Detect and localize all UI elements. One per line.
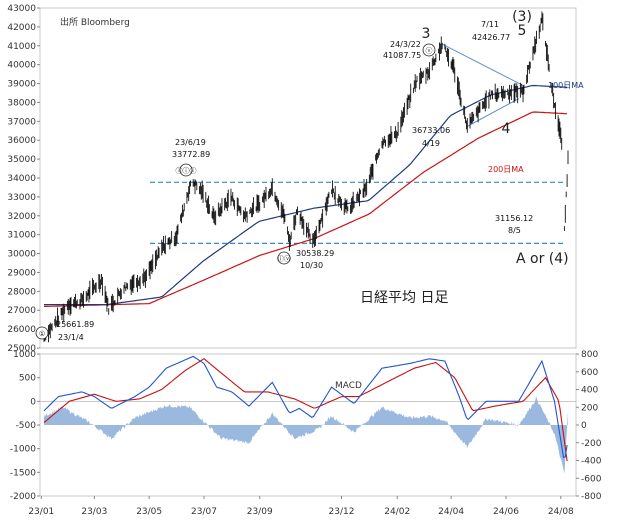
x-tick-label: 23/03 <box>81 507 107 517</box>
macd-right-tick-label: 0 <box>581 421 587 431</box>
price-panel: 25000 26000 27000 28000 29000 30000 31000 32000… <box>7 4 577 354</box>
price-annotation: 23/1/4 <box>58 333 84 342</box>
wave-label-iii-circle <box>179 163 193 177</box>
macd-left-tick-label: 0 <box>30 397 36 407</box>
macd-right-tick-label: 600 <box>581 368 598 378</box>
x-tick-label: 23/07 <box>191 507 217 517</box>
price-annotation: 7/11 <box>481 20 499 29</box>
wave-label-v-circle <box>422 43 436 57</box>
wave-label-i-circle <box>35 326 49 340</box>
price-tick-label: 27000 <box>7 306 36 316</box>
price-tick-label: 28000 <box>7 287 36 297</box>
price-annotation: 24/3/22 <box>390 40 421 49</box>
x-tick-label: 23/01 <box>28 507 54 517</box>
price-tick-label: 39000 <box>7 80 36 90</box>
chart-title: 日経平均 日足 <box>360 290 448 306</box>
macd-right-tick-label: -400 <box>581 457 602 467</box>
x-tick-label: 23/05 <box>136 507 162 517</box>
price-tick-label: 40000 <box>7 61 36 71</box>
ma200-legend: 200日MA <box>488 165 524 174</box>
price-tick-label: 30000 <box>7 250 36 260</box>
signal-line <box>43 358 568 462</box>
x-tick-label: 24/06 <box>493 507 519 517</box>
price-annotation: 10/30 <box>300 261 323 270</box>
macd-left-tick-label: -1500 <box>10 468 36 478</box>
price-annotation: 25661.89 <box>56 320 94 329</box>
price-tick-label: 35000 <box>7 155 36 165</box>
macd-left-tick-label: -2000 <box>10 492 36 502</box>
x-tick-label: 24/04 <box>438 507 464 517</box>
trend-line-upper <box>441 43 524 86</box>
price-annotation: 30538.29 <box>296 249 334 258</box>
wave-label-4: 4 <box>502 121 511 137</box>
x-tick-label: 23/09 <box>247 507 273 517</box>
wave-label-iv-circle <box>277 251 291 265</box>
price-candles <box>43 11 569 343</box>
x-tick-label: 24/08 <box>548 507 574 517</box>
price-tick-label: 36000 <box>7 136 36 146</box>
price-tick-label: 42000 <box>7 23 36 33</box>
macd-right-tick-label: 200 <box>581 403 598 413</box>
price-tick-label: 43000 <box>7 4 36 14</box>
wave-label-v: ⓥ <box>426 47 433 55</box>
wave-label-5: 5 <box>518 23 527 39</box>
macd-right-tick-label: 400 <box>581 386 598 396</box>
macd-right-tick-label: -800 <box>581 492 602 502</box>
macd-right-tick-label: -600 <box>581 474 602 484</box>
ma200-line <box>44 111 568 307</box>
price-tick-label: 25000 <box>7 344 36 354</box>
macd-left-tick-label: 500 <box>19 374 36 384</box>
price-tick-label: 38000 <box>7 98 36 108</box>
price-annotation: 36733.06 <box>412 126 450 135</box>
price-tick-label: 33000 <box>7 193 36 203</box>
chart-text-layer: 出所 Bloomberg 日経平均 日足 MACD 100日MA 200日MA … <box>35 9 584 391</box>
macd-panel: 1000 500 0 -500 -1000 -1500 -2000 800 600 400 200 0… <box>10 350 602 517</box>
wave-label-i: ① <box>39 330 45 338</box>
wave-label-iii: ⓘⓘⓘ <box>176 167 197 175</box>
price-tick-label: 41000 <box>7 42 36 52</box>
wave-label-a-or-4: A or (4) <box>516 251 569 267</box>
trend-line-lower <box>467 98 519 127</box>
macd-right-tick-label: 800 <box>581 350 598 360</box>
price-tick-label: 26000 <box>7 325 36 335</box>
price-annotation: 4/19 <box>422 139 440 148</box>
price-tick-label: 31000 <box>7 231 36 241</box>
price-tick-label: 29000 <box>7 268 36 278</box>
price-tick-label: 32000 <box>7 212 36 222</box>
ma100-line <box>44 84 568 306</box>
x-tick-label: 23/12 <box>329 507 355 517</box>
price-annotation: 31156.12 <box>495 214 533 223</box>
x-tick-label: 24/02 <box>384 507 410 517</box>
macd-right-tick-label: -200 <box>581 439 602 449</box>
price-annotation: 33772.89 <box>172 150 210 159</box>
wave-label-iv: ⓘⓥ <box>277 255 291 263</box>
macd-line <box>43 355 568 458</box>
macd-left-tick-label: -1000 <box>10 445 36 455</box>
macd-left-tick-label: -500 <box>16 421 37 431</box>
macd-histogram <box>44 396 568 474</box>
ma100-legend: 100日MA <box>548 81 584 90</box>
price-annotation: 41087.75 <box>383 51 421 60</box>
price-annotation: 42426.77 <box>472 33 510 42</box>
price-tick-label: 37000 <box>7 117 36 127</box>
macd-left-tick-label: 1000 <box>13 350 36 360</box>
price-frame <box>39 7 577 349</box>
price-tick-label: 34000 <box>7 174 36 184</box>
price-annotation: 23/6/19 <box>175 138 206 147</box>
macd-label: MACD <box>335 381 362 391</box>
wave-label-3-paren: (3) <box>512 9 532 25</box>
wave-label-3: 3 <box>422 26 431 42</box>
price-annotation: 8/5 <box>508 226 521 235</box>
source-label: 出所 Bloomberg <box>60 16 130 28</box>
